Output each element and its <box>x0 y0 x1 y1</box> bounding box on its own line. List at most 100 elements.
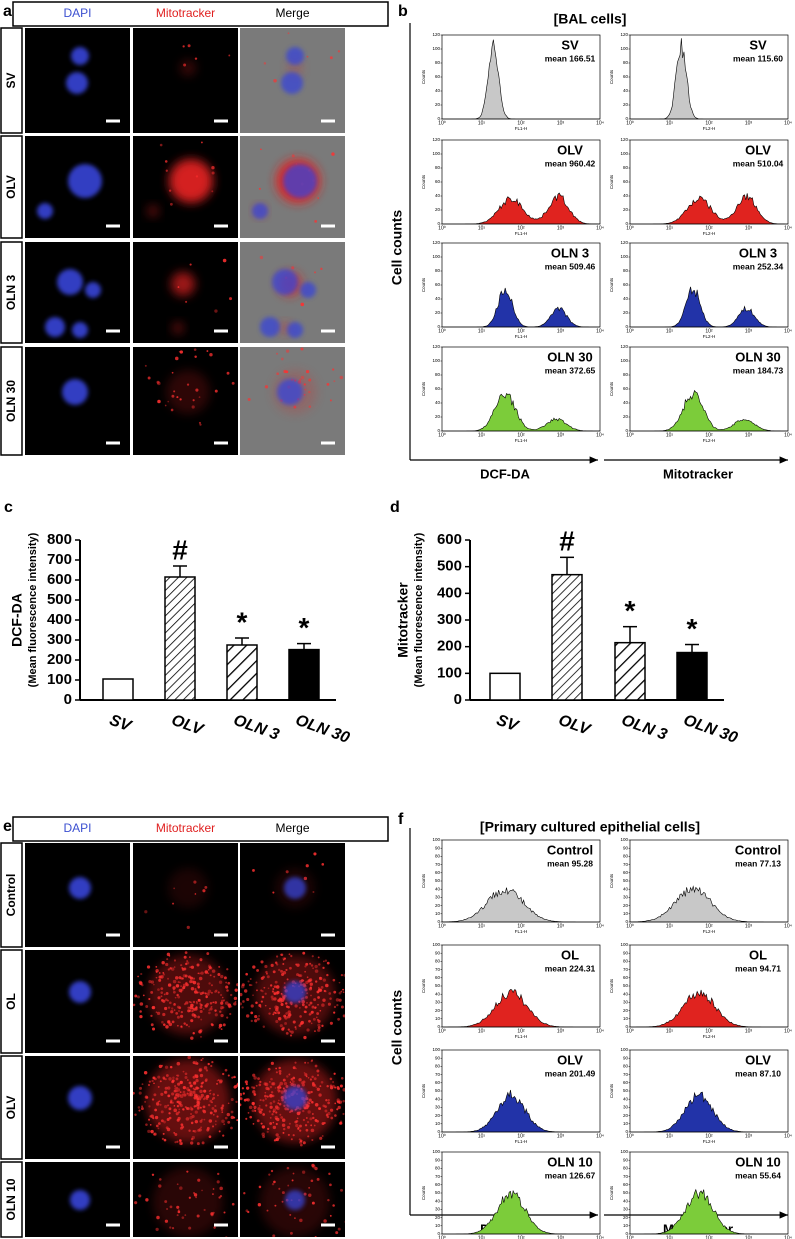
mito-dot <box>336 1098 340 1102</box>
mito-dot <box>193 1193 198 1197</box>
mito-dot <box>223 976 227 980</box>
count-tick-label: 10 <box>623 911 629 916</box>
mito-dot <box>220 1001 224 1005</box>
mito-dot <box>210 1212 214 1216</box>
mito-dot <box>186 1092 189 1095</box>
mito-dot <box>275 1111 278 1114</box>
count-tick-label: 20 <box>435 1008 441 1013</box>
count-tick-label: 20 <box>435 1113 441 1118</box>
mito-dot <box>222 1023 226 1027</box>
nucleus <box>66 72 88 94</box>
mito-dot <box>139 1010 142 1013</box>
mito-dot <box>178 1010 180 1012</box>
nucleus <box>286 47 304 65</box>
mito-dot <box>159 1103 162 1106</box>
mito-dot <box>280 1002 284 1006</box>
mito-dot <box>177 1093 181 1097</box>
mito-dot <box>261 995 265 999</box>
mito-dot <box>286 978 289 981</box>
mito-dot <box>292 1076 296 1080</box>
mito-dot <box>240 1097 243 1101</box>
mito-dot <box>296 963 300 967</box>
decade-tick-label: 10⁰ <box>626 1235 634 1239</box>
mito-dot <box>253 1076 257 1080</box>
mito-dot <box>299 1124 302 1128</box>
x-tick-label: OLV <box>556 712 593 739</box>
count-tick-label: 0 <box>437 324 440 329</box>
count-tick-label: 90 <box>435 845 441 850</box>
mito-dot <box>327 1198 330 1202</box>
mito-dot <box>291 266 295 270</box>
count-tick-label: 60 <box>623 1182 629 1187</box>
mito-dot <box>269 1116 272 1119</box>
mito-dot <box>191 1010 194 1013</box>
mito-dot <box>179 1103 183 1108</box>
count-tick-label: 40 <box>623 400 629 405</box>
count-tick-label: 20 <box>435 414 441 419</box>
mito-dot <box>311 1201 315 1205</box>
mito-dot <box>179 350 183 354</box>
mito-dot <box>242 1000 245 1003</box>
mito-dot <box>305 1103 309 1107</box>
decade-tick-label: 10⁰ <box>626 120 634 126</box>
mito-dot <box>189 1005 193 1010</box>
mito-dot <box>276 352 279 355</box>
mito-dot <box>199 1106 202 1109</box>
mito-dot <box>184 951 188 954</box>
mito-dot <box>277 999 280 1002</box>
mito-dot <box>299 1139 303 1143</box>
x-tick-label: OLN 30 <box>681 712 740 747</box>
mito-dot <box>280 1090 284 1094</box>
mito-dot <box>340 974 344 977</box>
count-tick-label: 80 <box>435 60 441 65</box>
count-tick-label: 80 <box>623 854 629 859</box>
count-tick-label: 60 <box>623 870 629 875</box>
mito-dot <box>265 970 268 974</box>
histogram <box>442 989 600 1028</box>
mito-dot <box>197 972 200 975</box>
mito-dot <box>206 952 210 955</box>
decade-tick-label: 10⁰ <box>438 1133 446 1139</box>
mito-dot <box>158 1184 162 1188</box>
mito-dot <box>316 1012 320 1015</box>
micrograph-content <box>25 1056 130 1159</box>
mito-dot <box>187 1089 190 1092</box>
row-label-box <box>0 27 23 134</box>
mito-dot <box>190 1084 193 1087</box>
mito-dot <box>287 1125 291 1129</box>
decade-tick-label: 10⁴ <box>784 120 792 126</box>
mito-dot <box>214 1009 217 1012</box>
mito-dot <box>280 997 283 1001</box>
mito-dot <box>269 1007 271 1010</box>
mito-dot <box>176 1205 180 1209</box>
mito-dot <box>272 970 276 974</box>
mito-dot <box>211 190 214 193</box>
mito-dot <box>150 1129 154 1134</box>
mito-dot <box>140 1107 144 1111</box>
mito-dot <box>230 1005 233 1008</box>
mito-dot <box>155 1102 160 1106</box>
mito-dot <box>267 1127 270 1131</box>
mito-dot <box>196 1098 200 1102</box>
decade-tick-label: 10¹ <box>478 120 486 126</box>
mito-dot <box>312 891 315 894</box>
mito-dot <box>334 1102 337 1105</box>
mito-dot <box>209 1099 213 1103</box>
decade-tick-label: 10² <box>705 120 713 126</box>
mito-dot <box>165 1074 169 1077</box>
plot-frame <box>441 1049 601 1133</box>
mito-dot <box>305 980 309 985</box>
mito-dot <box>283 957 286 960</box>
mito-dot <box>272 1110 275 1113</box>
mito-dot <box>245 1117 248 1120</box>
mito-dot <box>316 1087 320 1091</box>
mito-dot <box>288 953 291 956</box>
decade-tick-label: 10² <box>517 328 525 334</box>
decade-tick-label: 10⁴ <box>596 923 604 929</box>
mito-dot <box>173 959 177 962</box>
y-tick-label: 600 <box>47 571 72 588</box>
mito-dot <box>305 864 309 868</box>
mito-dot <box>282 962 285 965</box>
count-tick-label: 100 <box>620 46 628 51</box>
mito-dot <box>276 1117 280 1122</box>
